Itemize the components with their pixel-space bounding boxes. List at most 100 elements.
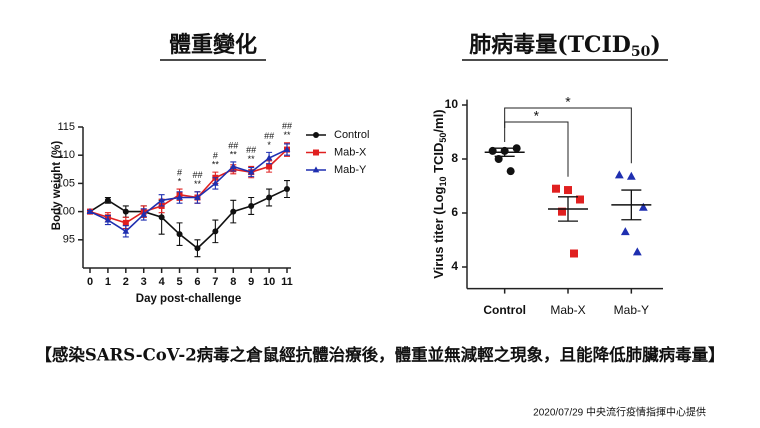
marker xyxy=(158,196,165,203)
y-tick-label: 100 xyxy=(57,206,75,218)
legend-label: Control xyxy=(334,129,369,141)
x-tick-label: 5 xyxy=(176,276,182,288)
x-tick-label: 2 xyxy=(123,276,129,288)
marker xyxy=(104,216,112,223)
footer: 2020/07/29 中央流行疫情指揮中心提供 xyxy=(533,406,706,419)
marker xyxy=(176,231,183,238)
x-tick-label: 10 xyxy=(263,276,275,288)
marker xyxy=(552,184,560,193)
significance-upper: ## xyxy=(282,121,292,131)
bracket xyxy=(504,121,569,177)
y-tick-label: 4 xyxy=(451,259,458,273)
significance-lower: ** xyxy=(230,149,238,159)
marker xyxy=(247,168,255,175)
marker xyxy=(506,167,515,176)
legend-label: Mab-Y xyxy=(334,164,367,176)
legend-label: Mab-X xyxy=(334,146,367,158)
marker xyxy=(564,186,572,195)
marker xyxy=(230,208,237,215)
significance-lower: ** xyxy=(283,130,291,140)
error-bar xyxy=(494,147,515,157)
marker xyxy=(266,163,273,170)
significance-upper: ## xyxy=(246,145,256,155)
error-bar xyxy=(558,196,578,222)
error-bar xyxy=(621,189,642,221)
bracket xyxy=(504,107,632,164)
bracket-label: * xyxy=(534,108,540,124)
x-tick-label: 4 xyxy=(159,276,166,288)
x-tick-label: 6 xyxy=(194,276,200,288)
y-axis-label: Virus titer (Log10 TCID50/ml) xyxy=(431,109,448,278)
y-axis-label-part: /ml) xyxy=(431,109,446,132)
significance-upper: # xyxy=(213,150,218,160)
x-axis-label: Day post-challenge xyxy=(136,293,241,305)
marker xyxy=(284,186,290,193)
significance-lower: ** xyxy=(248,154,256,164)
marker xyxy=(122,208,129,215)
marker xyxy=(266,194,273,201)
marker xyxy=(194,245,201,252)
legend-marker xyxy=(313,149,319,156)
y-tick-label: 6 xyxy=(451,205,458,219)
marker xyxy=(176,193,183,200)
right-title: 肺病毒量(TCID50) xyxy=(469,32,661,60)
marker xyxy=(212,179,219,186)
marker xyxy=(194,193,201,200)
marker xyxy=(638,202,648,211)
y-tick-label: 110 xyxy=(57,149,75,161)
marker xyxy=(558,207,566,216)
marker xyxy=(512,144,521,153)
marker xyxy=(122,219,129,226)
marker xyxy=(620,227,630,236)
marker xyxy=(283,145,291,152)
marker xyxy=(570,249,578,258)
significance-upper: ## xyxy=(264,131,274,141)
y-axis-label-part: Virus titer (Log xyxy=(431,186,446,278)
title-part: 肺病毒量(TCID xyxy=(469,32,631,58)
series-line xyxy=(89,148,288,224)
y-axis-label-subscript: 10 xyxy=(438,177,448,187)
x-tick-label: Mab-X xyxy=(550,303,585,317)
x-tick-label: Mab-Y xyxy=(614,303,649,317)
x-tick-label: 1 xyxy=(105,276,111,288)
marker xyxy=(212,228,219,235)
bracket-label: * xyxy=(565,94,571,110)
legend-marker xyxy=(313,132,319,138)
y-tick-label: 95 xyxy=(63,234,75,246)
marker xyxy=(122,227,130,234)
marker xyxy=(248,202,255,209)
y-axis-label: Body weight (%) xyxy=(51,141,63,231)
significance-upper: # xyxy=(177,167,182,177)
marker xyxy=(632,247,642,256)
x-tick-label: 3 xyxy=(141,276,147,288)
x-tick-label: 11 xyxy=(281,276,293,288)
y-tick-label: 115 xyxy=(57,121,75,133)
marker xyxy=(229,162,237,169)
marker xyxy=(614,170,624,179)
y-tick-label: 105 xyxy=(57,177,75,189)
significance-lower: * xyxy=(178,176,182,186)
significance-lower: ** xyxy=(212,159,220,169)
caption: 【感染SARS-CoV-2病毒之倉鼠經抗體治療後，體重並無減輕之現象，且能降低肺… xyxy=(35,345,724,365)
series-line xyxy=(89,148,288,233)
x-tick-label: Control xyxy=(483,303,526,317)
series-line xyxy=(89,188,288,250)
y-tick-label: 8 xyxy=(451,151,458,165)
significance-upper: ## xyxy=(192,170,202,180)
marker xyxy=(86,208,94,214)
y-axis-label-subscript: 50 xyxy=(438,133,448,143)
x-tick-label: 9 xyxy=(248,276,254,288)
marker xyxy=(576,195,584,204)
marker xyxy=(104,197,111,204)
marker xyxy=(158,214,165,221)
marker xyxy=(140,210,148,217)
marker xyxy=(265,154,273,161)
legend-marker xyxy=(312,166,320,173)
left-title: 體重變化 xyxy=(169,32,257,58)
title-part: ) xyxy=(650,32,660,58)
marker xyxy=(494,155,503,163)
x-tick-label: 0 xyxy=(87,276,93,288)
y-axis-label-part: TCID xyxy=(431,143,446,177)
title-subscript: 50 xyxy=(631,44,651,60)
